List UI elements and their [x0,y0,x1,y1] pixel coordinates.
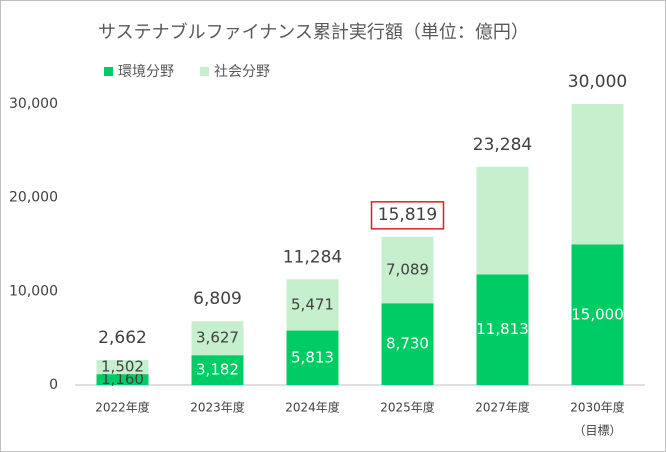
y-tick-label: 0 [49,377,58,393]
legend-label: 社会分野 [214,64,270,80]
x-tick-label: 2024年度 [285,400,340,415]
total-label: 6,809 [193,289,242,309]
bar-segment [191,321,244,356]
bar-segment [476,166,529,275]
chart-title: サステナブルファイナンス累計実行額（単位：億円） [98,21,529,43]
bar-segment [381,303,434,385]
y-tick-label: 10,000 [9,283,58,299]
bar-segment [96,360,149,375]
value-label: 15,000 [571,305,624,323]
x-tick-label: 2030年度 [570,400,625,415]
bar-segment [476,274,529,385]
value-label: 3,182 [196,361,239,379]
value-label: 1,160 [101,370,144,388]
value-label: 3,627 [196,329,239,347]
total-label: 11,284 [283,247,342,267]
legend-swatch [200,67,209,76]
value-label: 1,502 [101,358,144,376]
legend-swatch [104,67,113,76]
bar-segment [96,374,149,385]
value-label: 5,471 [291,295,334,313]
legend-label: 環境分野 [118,64,174,80]
x-tick-label: 2027年度 [475,400,530,415]
x-tick-label: 2025年度 [380,400,435,415]
total-label: 23,284 [473,135,532,155]
x-tick-note: （目標） [573,424,621,438]
y-tick-label: 30,000 [9,96,58,112]
bar-segment [191,355,244,385]
value-label: 11,813 [476,320,529,338]
total-label: 2,662 [98,328,147,348]
total-label: 15,819 [378,205,437,225]
bar-segment [571,104,624,245]
bar-segment [286,279,339,331]
bar-segment [286,330,339,385]
total-label: 30,000 [568,72,627,92]
value-label: 7,089 [386,261,429,279]
y-tick-label: 20,000 [9,190,58,206]
bar-segment [381,236,434,304]
x-tick-label: 2022年度 [95,400,150,415]
bar-segment [571,244,624,385]
x-tick-label: 2023年度 [190,400,245,415]
value-label: 8,730 [386,335,429,353]
highlight-box [370,201,445,230]
value-label: 5,813 [291,348,334,366]
